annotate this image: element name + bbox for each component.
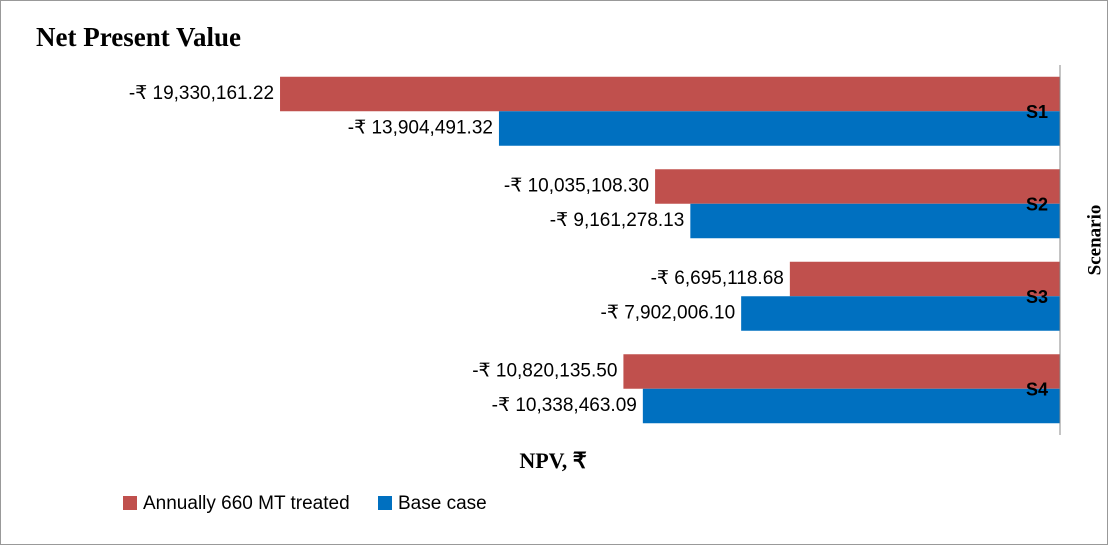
data-label: -₹ 10,035,108.30 <box>504 176 649 197</box>
data-label: -₹ 10,820,135.50 <box>472 361 617 382</box>
data-label: -₹ 7,902,006.10 <box>601 303 736 324</box>
data-label: -₹ 13,904,491.32 <box>348 118 493 139</box>
bar <box>789 261 1060 297</box>
legend-label: Base case <box>398 493 487 514</box>
bar <box>498 111 1061 146</box>
legend-label: Annually 660 MT treated <box>143 493 350 514</box>
chart-title: Net Present Value <box>36 22 241 52</box>
bar <box>642 388 1060 424</box>
bar <box>623 354 1060 389</box>
y-axis-title: Scenario <box>1084 205 1105 276</box>
data-label: -₹ 9,161,278.13 <box>550 210 685 231</box>
y-tick-label: S1 <box>1026 102 1048 122</box>
data-label: -₹ 6,695,118.68 <box>651 268 784 289</box>
bar <box>280 76 1061 112</box>
bar <box>741 296 1060 331</box>
y-tick-label: S3 <box>1026 287 1048 307</box>
y-tick-label: S4 <box>1026 380 1048 400</box>
data-label: -₹ 10,338,463.09 <box>492 395 637 416</box>
data-label: -₹ 19,330,161.22 <box>129 83 274 104</box>
legend-swatch <box>123 496 137 510</box>
x-axis-title: NPV, ₹ <box>519 448 586 473</box>
legend-swatch <box>378 496 392 510</box>
bar <box>655 169 1060 204</box>
y-tick-label: S2 <box>1026 195 1048 215</box>
bar <box>690 203 1060 239</box>
